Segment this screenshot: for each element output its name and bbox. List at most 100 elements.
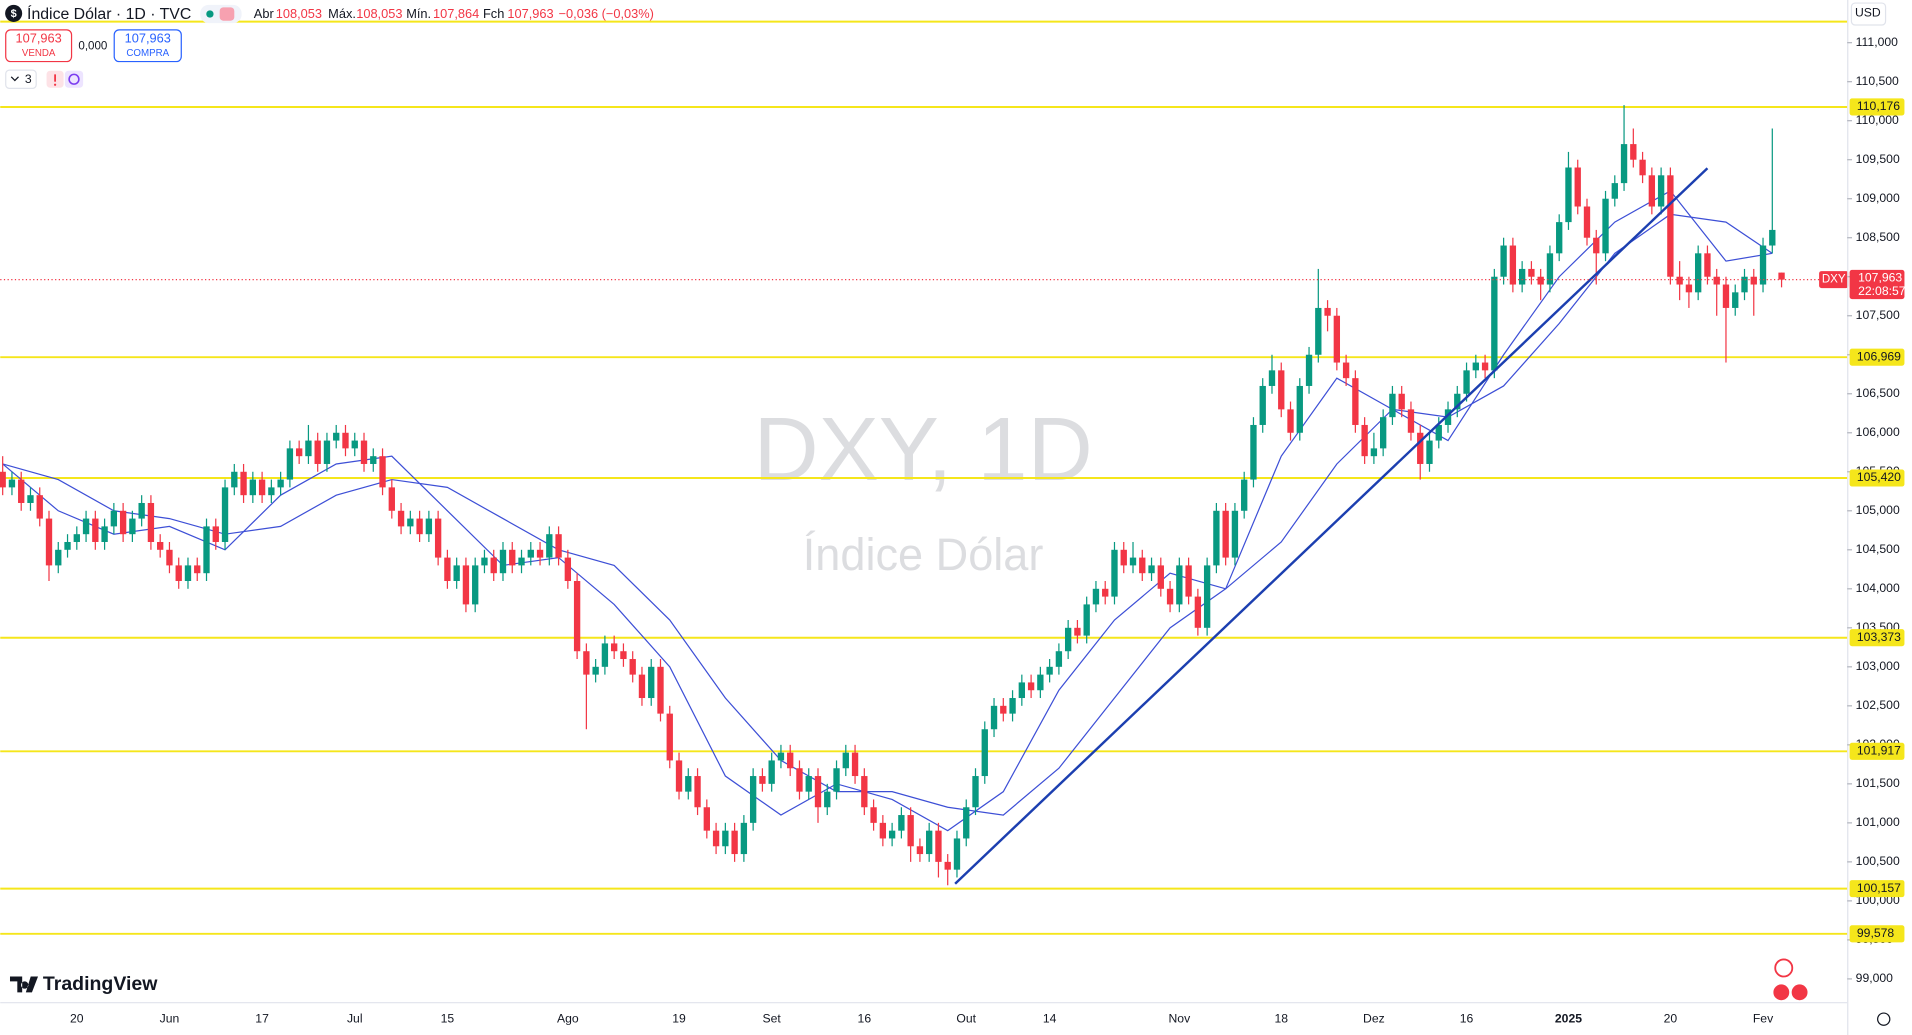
candle-body <box>953 838 961 870</box>
candle-body <box>675 760 683 792</box>
candle-body <box>119 510 127 535</box>
candle-body <box>1259 385 1266 425</box>
ohlc-label: Mín. <box>406 6 431 21</box>
sell-button[interactable] <box>5 29 73 63</box>
symbol-title[interactable]: Índice Dólar · 1D · TVC <box>27 4 191 23</box>
candle-body <box>8 479 16 488</box>
level-label-box <box>1849 742 1905 760</box>
candle-body <box>18 479 25 503</box>
candle-body <box>1203 565 1211 628</box>
refresh-icon[interactable] <box>64 70 84 88</box>
candle-body <box>138 502 145 519</box>
settings-icon[interactable] <box>1877 1012 1891 1026</box>
candle-body <box>1620 144 1628 184</box>
y-tick-label: 105,000 <box>1856 503 1900 517</box>
candle-body <box>1426 440 1433 464</box>
candle-body <box>657 666 664 714</box>
candle-body <box>1000 705 1007 714</box>
candle-body <box>1213 510 1220 566</box>
candle-body <box>536 549 544 558</box>
event-icon[interactable] <box>1790 983 1809 1002</box>
watermark: DXY, 1D Índice Dólar <box>753 399 1092 580</box>
candle-body <box>638 674 646 699</box>
candle-body <box>1602 198 1609 254</box>
candle-body <box>703 807 710 831</box>
candle-body <box>1379 417 1387 449</box>
candle-body <box>434 518 442 558</box>
moving-average <box>2 190 1773 832</box>
y-tick-label: 106,500 <box>1856 386 1900 400</box>
level-label: 105,420 <box>1857 470 1901 484</box>
candle-body <box>1139 557 1146 574</box>
candle-body <box>1009 698 1016 714</box>
candle-body <box>0 471 6 488</box>
candle-body <box>1565 167 1572 223</box>
candle-body <box>45 518 53 566</box>
candle-body <box>1352 378 1359 425</box>
candle-body <box>444 557 451 582</box>
candle-body <box>1648 175 1656 207</box>
candle-body <box>759 776 766 784</box>
candle-body <box>314 440 321 464</box>
spread: 0,000 <box>78 40 107 52</box>
candle-body <box>295 448 303 457</box>
candle-body <box>592 666 599 675</box>
candle-body <box>601 643 609 667</box>
buy-label: COMPRA <box>126 48 169 59</box>
candle-body <box>1324 307 1331 316</box>
indicators-toggle[interactable] <box>5 69 37 89</box>
level-label: 103,373 <box>1857 630 1901 644</box>
candle-body <box>1444 409 1452 425</box>
candle-body <box>36 495 43 519</box>
buy-button[interactable] <box>113 29 182 63</box>
plot-area: DXY <box>0 20 1849 935</box>
candle-body <box>333 432 340 441</box>
candle-body <box>1759 245 1767 285</box>
candle-body <box>888 830 896 839</box>
candle-body <box>1528 268 1535 277</box>
level-label-box <box>1849 629 1905 647</box>
candle-body <box>1129 557 1137 566</box>
sell-label: VENDA <box>22 48 56 59</box>
candle-body <box>546 534 553 558</box>
candle-body <box>221 487 229 542</box>
x-tick-label: Jul <box>347 1011 363 1025</box>
x-tick-label: Jun <box>160 1011 180 1025</box>
level-label: 100,157 <box>1857 881 1901 895</box>
event-icon[interactable] <box>1772 983 1791 1002</box>
candle-body <box>194 565 201 574</box>
candle-body <box>101 526 108 542</box>
candle-body <box>796 768 803 792</box>
candle-body <box>1370 448 1378 457</box>
x-tick-label: 2025 <box>1555 1011 1582 1025</box>
candle-body <box>342 432 349 449</box>
candle-body <box>1296 385 1303 433</box>
candle-body <box>685 776 692 792</box>
refresh-icon-glyph <box>68 73 80 85</box>
candle-body <box>305 440 312 457</box>
candle-body <box>1611 183 1618 199</box>
x-tick-label: 18 <box>1274 1011 1288 1025</box>
buy-price: 107,963 <box>125 30 171 45</box>
candle-body <box>212 526 219 542</box>
x-tick-label: 14 <box>1043 1011 1057 1025</box>
level-label-box <box>1849 98 1905 116</box>
candle-body <box>1741 276 1748 293</box>
y-tick-label: 103,000 <box>1856 659 1900 673</box>
candle-body <box>1157 565 1164 589</box>
candle-body <box>1398 393 1405 410</box>
candle-body <box>1546 253 1554 285</box>
candle-body <box>1333 315 1341 363</box>
candle-body <box>1231 510 1239 558</box>
candle-body <box>1120 549 1127 566</box>
candle-body <box>277 479 284 488</box>
news-icon[interactable] <box>1774 958 1794 978</box>
currency[interactable]: USD <box>1855 6 1881 20</box>
y-tick-label: 101,000 <box>1856 815 1900 829</box>
candle-body <box>1704 253 1711 277</box>
x-tick-label: Nov <box>1168 1011 1191 1025</box>
candle-body <box>861 776 868 808</box>
candle-body <box>1667 175 1674 277</box>
candle-body <box>564 557 572 582</box>
candle-body <box>360 440 368 464</box>
